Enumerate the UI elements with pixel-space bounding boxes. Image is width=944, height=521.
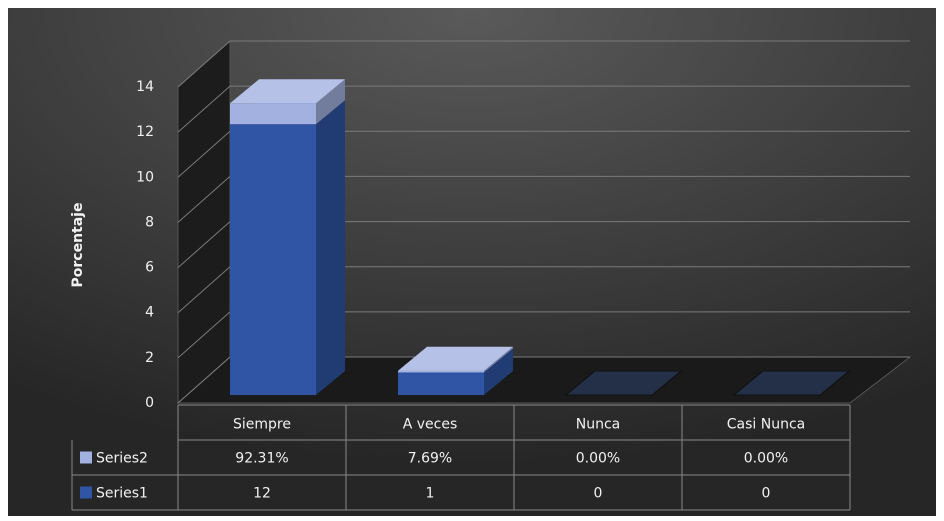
x-tick-label: Casi Nunca [727,417,805,433]
bar-top [564,370,683,396]
background [8,8,936,516]
data-label: 0.00% [744,451,788,467]
grid-line [177,221,231,268]
bar-top [398,346,513,371]
grid-line [177,130,231,178]
y-axis-title: Porcentaje [70,203,86,288]
legend-label: Series1 [96,486,148,502]
y-tick-label: 2 [145,350,154,366]
bar-side [316,100,345,396]
grid-line [177,85,231,133]
bar [398,370,484,373]
y-tick-label: 8 [145,214,154,230]
bar-top [732,370,851,396]
data-label: 0 [762,486,771,502]
data-label: 0.00% [576,451,620,467]
side-wall [177,39,231,405]
bar-side [484,348,513,395]
data-label: 12 [253,486,271,502]
grid-line [177,311,231,359]
legend-swatch [80,486,92,499]
x-tick-label: A veces [403,417,458,433]
y-tick-label: 12 [136,124,154,140]
grid-line [177,266,231,314]
bar [230,103,316,125]
bar [398,372,484,395]
grid-line [177,40,231,88]
legend-swatch [80,451,92,464]
grid-line [177,356,231,404]
data-label: 0 [594,486,603,502]
x-tick-label: Nunca [576,417,621,433]
legend-label: Series2 [96,451,148,467]
data-label: 1 [426,486,435,502]
y-tick-label: 14 [136,79,154,95]
y-tick-label: 0 [145,395,154,411]
y-tick-label: 10 [136,169,154,185]
y-tick-label: 4 [145,305,154,321]
bar-side [316,79,345,125]
bar-side [484,346,513,373]
data-label: 92.31% [235,451,288,467]
y-tick-label: 6 [145,260,154,276]
data-label: 7.69% [408,451,452,467]
bar [230,124,316,396]
grid-line [177,176,231,223]
x-tick-label: Siempre [233,417,291,433]
bar-top [230,79,345,104]
